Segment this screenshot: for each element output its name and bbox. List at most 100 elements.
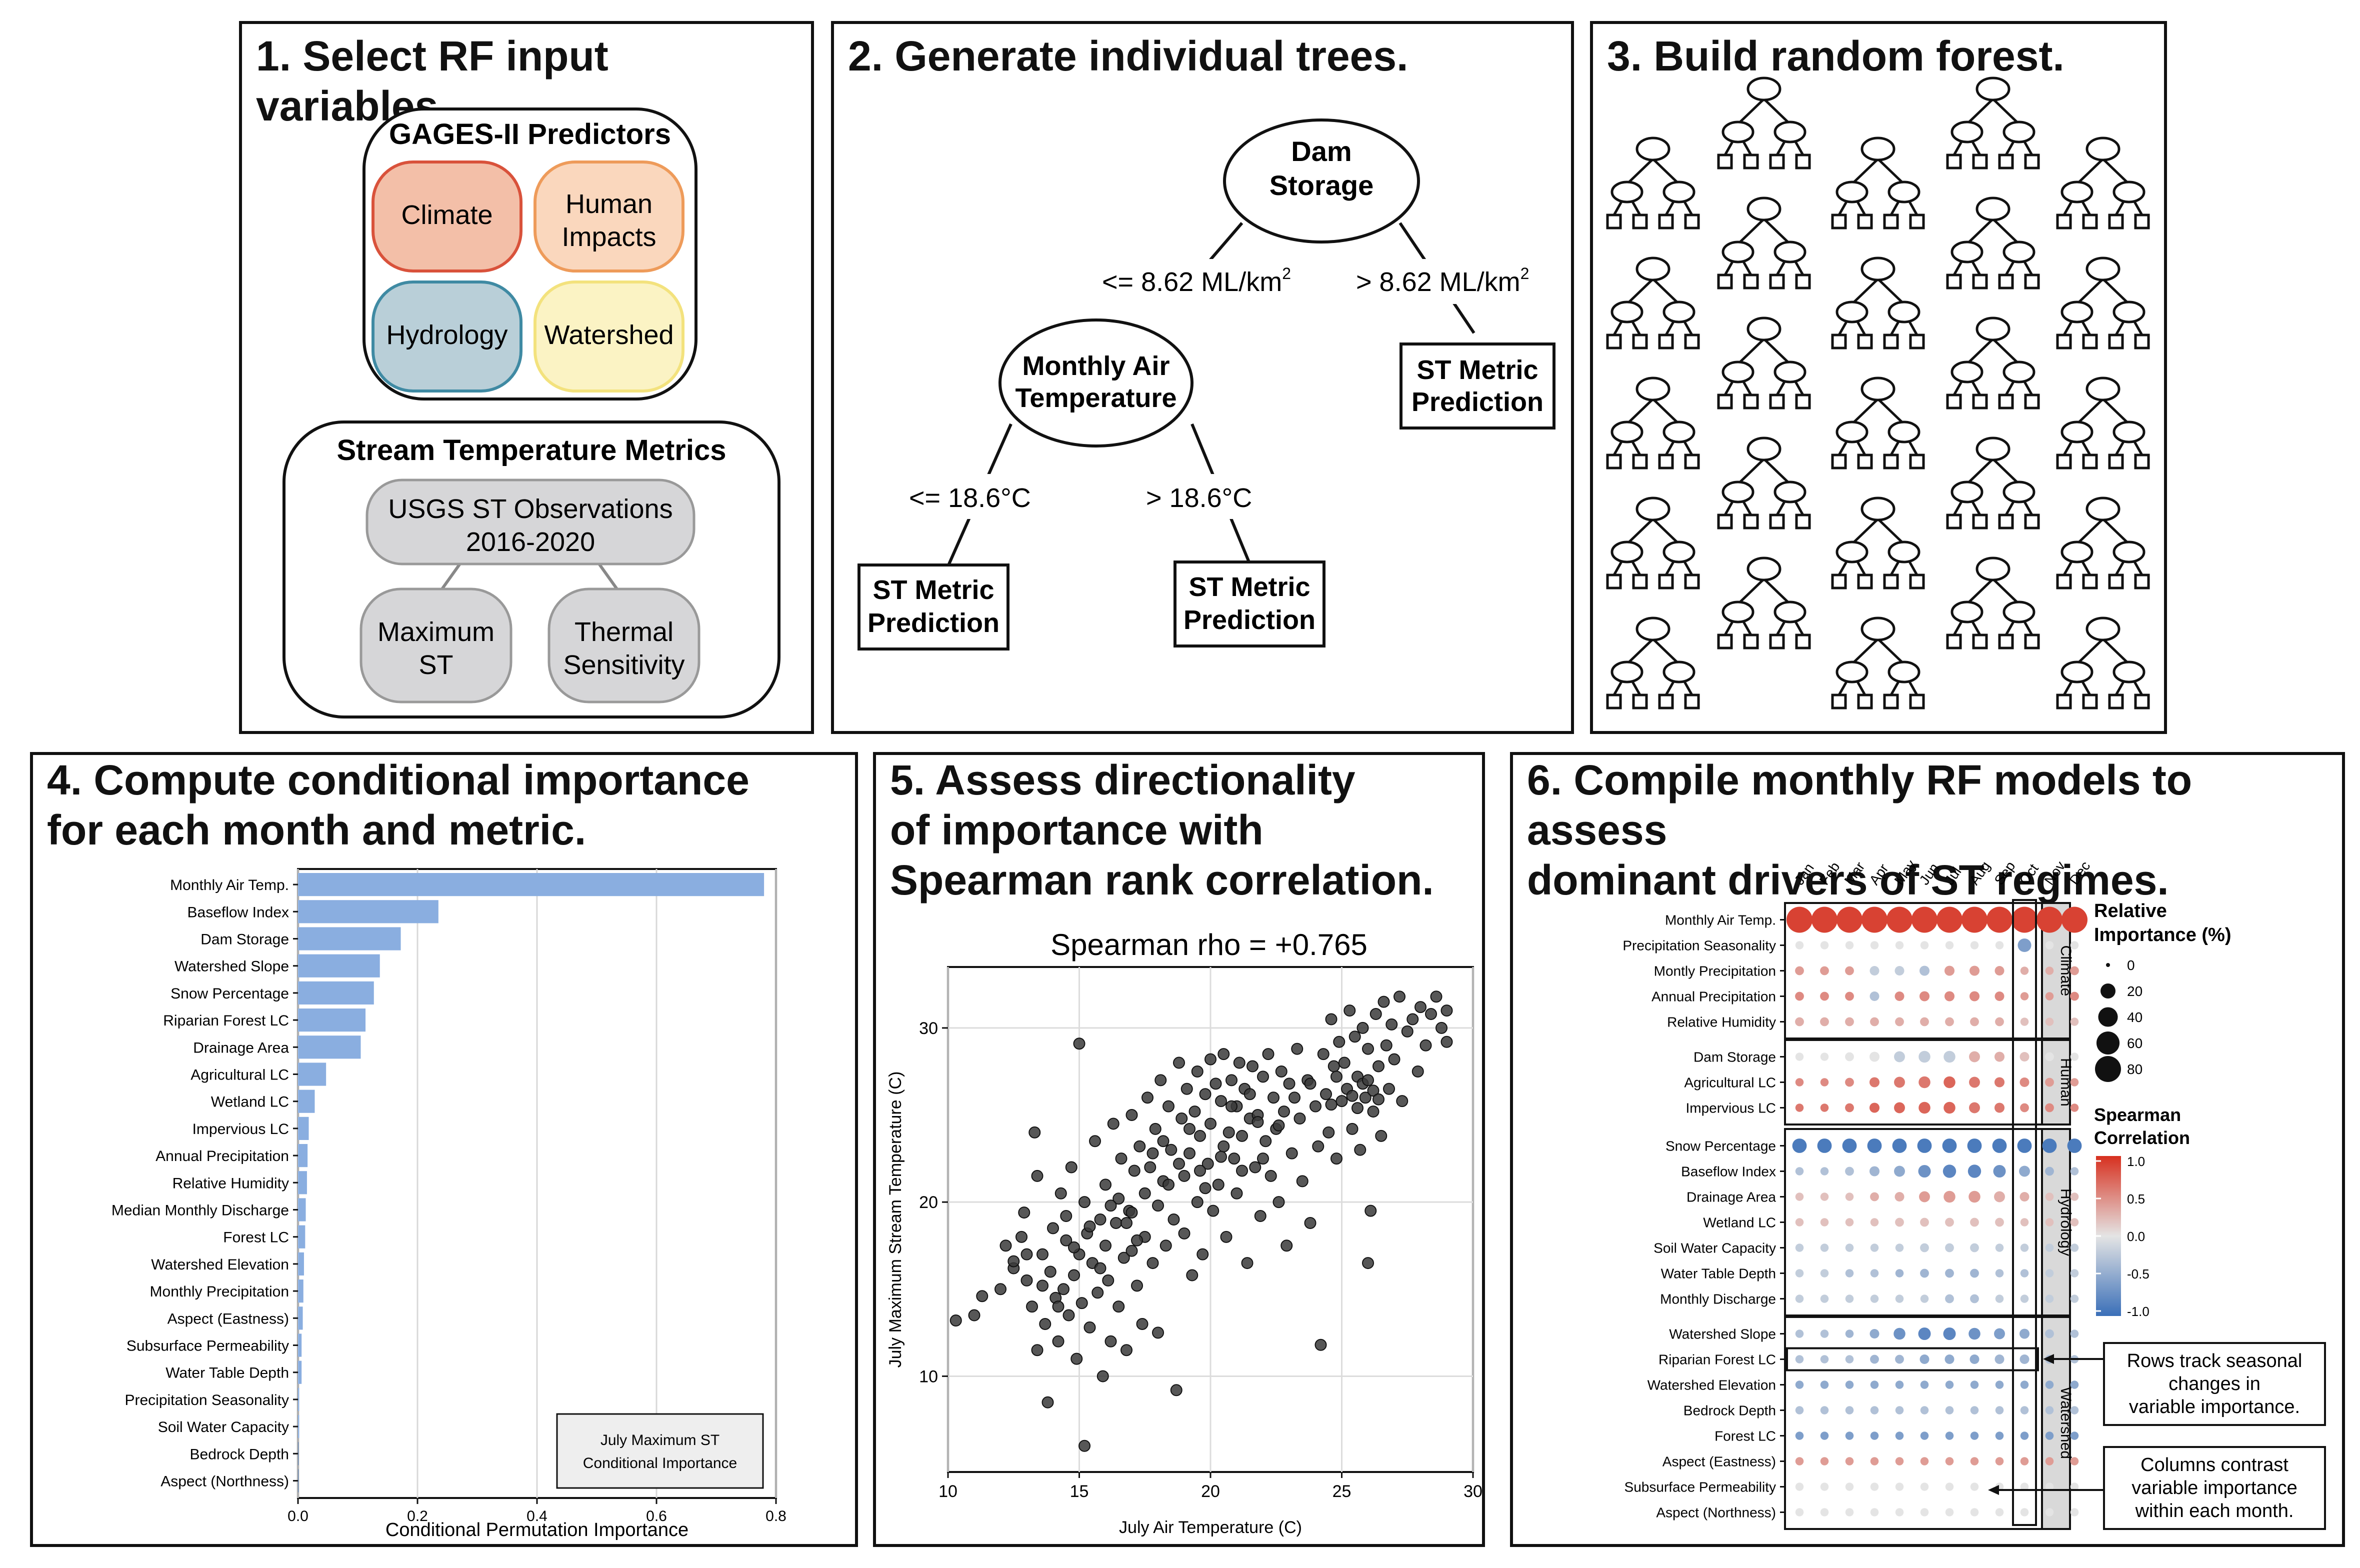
row-label: Baseflow Index <box>1681 1164 1776 1180</box>
importance-dot <box>1970 1482 1979 1491</box>
importance-dot <box>1967 1138 1982 1153</box>
row-label: Aspect (Eastness) <box>1662 1454 1776 1470</box>
x-axis-label: Conditional Permutation Importance <box>386 1520 688 1540</box>
importance-dot <box>2070 941 2079 950</box>
category-label: Riparian Forest LC <box>163 1012 289 1029</box>
importance-dot <box>1795 1052 1804 1061</box>
scatter-point <box>1146 1147 1159 1160</box>
importance-dot <box>1920 1354 1930 1364</box>
edge-label-bg <box>1072 259 1282 304</box>
importance-dot <box>1820 1078 1829 1086</box>
importance-dot <box>2045 1166 2054 1176</box>
importance-dot <box>1945 1432 1954 1440</box>
importance-bar <box>298 981 374 1004</box>
importance-dot <box>2045 1406 2054 1414</box>
importance-dot <box>2020 1457 2029 1466</box>
scatter-point <box>1186 1269 1198 1282</box>
importance-dot <box>2045 1482 2054 1491</box>
panel-2-tree: <= 8.62 ML/km2 > 8.62 ML/km2 <= 18.6°C >… <box>858 118 1559 650</box>
tree-icon <box>1831 616 1925 710</box>
importance-dot <box>2045 1294 2054 1303</box>
scatter-point <box>1440 1004 1453 1017</box>
category-label: Forest LC <box>223 1230 289 1246</box>
scatter-point <box>1272 1196 1285 1208</box>
scatter-point <box>1065 1161 1078 1174</box>
size-legend-dot <box>2098 1007 2118 1027</box>
panel-6: 6. Compile monthly RF models to assess d… <box>1510 752 2345 1547</box>
scatter-point <box>1000 1240 1012 1252</box>
importance-dot <box>1870 1017 1879 1026</box>
scatter-point <box>1278 1106 1290 1118</box>
panel-2: 2. Generate individual trees. <= 8.62 ML… <box>831 21 1574 734</box>
scatter-point <box>1026 1300 1038 1313</box>
category-label: Baseflow Index <box>188 904 289 920</box>
y-axis-label: July Maximum Stream Temperature (C) <box>886 1072 905 1368</box>
importance-dot <box>1845 1244 1854 1252</box>
importance-dot <box>2070 1052 2079 1061</box>
importance-dot <box>1986 906 2012 933</box>
importance-dot <box>1786 906 1812 933</box>
x-tick-label: 0.0 <box>288 1508 308 1524</box>
group-strip <box>2041 1316 2071 1530</box>
importance-dot <box>1795 1167 1804 1176</box>
importance-dot <box>1894 1051 1905 1062</box>
scatter-point <box>1112 1300 1125 1313</box>
importance-dot <box>1969 966 1980 976</box>
importance-dot <box>1945 1508 1954 1516</box>
importance-dot <box>2070 1167 2079 1176</box>
importance-dot <box>2020 992 2029 1000</box>
scatter-point <box>1272 1119 1285 1132</box>
importance-dot <box>1995 1508 2004 1516</box>
tree-icon <box>1831 136 1925 230</box>
scatter-point <box>1068 1241 1080 1254</box>
thermal-sensitivity-box <box>548 588 700 704</box>
human-impacts-box <box>534 160 684 272</box>
importance-dot <box>1994 1052 2005 1062</box>
root-node-label-1: Dam <box>1291 136 1352 167</box>
thermal-sensitivity-label-1: Thermal <box>574 617 674 647</box>
importance-dot <box>1845 1017 1854 1026</box>
mid-node-label-1: Monthly Air <box>1022 351 1170 381</box>
importance-dot <box>1895 1508 1904 1516</box>
importance-dot <box>1894 1102 1905 1114</box>
scatter-point <box>1036 1280 1048 1292</box>
category-label: Bedrock Depth <box>190 1446 289 1462</box>
tree-icon <box>2056 496 2150 590</box>
scatter-point <box>1094 1214 1106 1226</box>
importance-dot <box>1795 1355 1804 1364</box>
scatter-point <box>1430 990 1442 1003</box>
color-tick-label: 0.0 <box>2127 1229 2145 1244</box>
importance-dot <box>1820 1167 1829 1176</box>
importance-dot <box>1845 992 1854 1001</box>
scatter-point <box>1317 1048 1330 1060</box>
panel-5: 5. Assess directionality of importance w… <box>873 752 1485 1547</box>
scatter-point <box>1226 1074 1238 1086</box>
scatter-point <box>1199 1182 1212 1194</box>
importance-dot <box>1820 1017 1829 1026</box>
importance-dot <box>1820 1482 1829 1491</box>
importance-dot <box>1945 941 1954 950</box>
month-label: Mar <box>1842 859 1868 888</box>
importance-dot <box>1968 1190 1980 1203</box>
importance-dot <box>2020 1018 2029 1026</box>
scatter-point <box>1322 1126 1335 1138</box>
importance-dot <box>1920 1508 1929 1516</box>
scatter-point <box>1149 1122 1162 1135</box>
spearman-scatter-plot: Spearman rho = +0.765 10 15 20 25 30 10 20 30 J… <box>886 928 1482 1537</box>
scatter-point <box>1060 1210 1072 1222</box>
importance-dot <box>1920 1406 1929 1414</box>
importance-bar <box>298 1144 308 1168</box>
usgs-label-1: USGS ST Observations <box>388 494 672 524</box>
importance-dot <box>2070 1380 2079 1389</box>
importance-dot <box>1895 1406 1904 1414</box>
row-label: Annual Precipitation <box>1652 989 1776 1004</box>
scatter-point <box>976 1290 988 1302</box>
scatter-point <box>1440 1036 1453 1048</box>
scatter-point <box>1359 1092 1372 1104</box>
importance-dot <box>2020 1508 2029 1516</box>
scatter-point <box>1352 1102 1364 1114</box>
scatter-point <box>1310 1100 1322 1112</box>
importance-dot <box>1970 1406 1979 1414</box>
month-label: Feb <box>1816 859 1843 888</box>
importance-dot <box>1820 966 1829 976</box>
